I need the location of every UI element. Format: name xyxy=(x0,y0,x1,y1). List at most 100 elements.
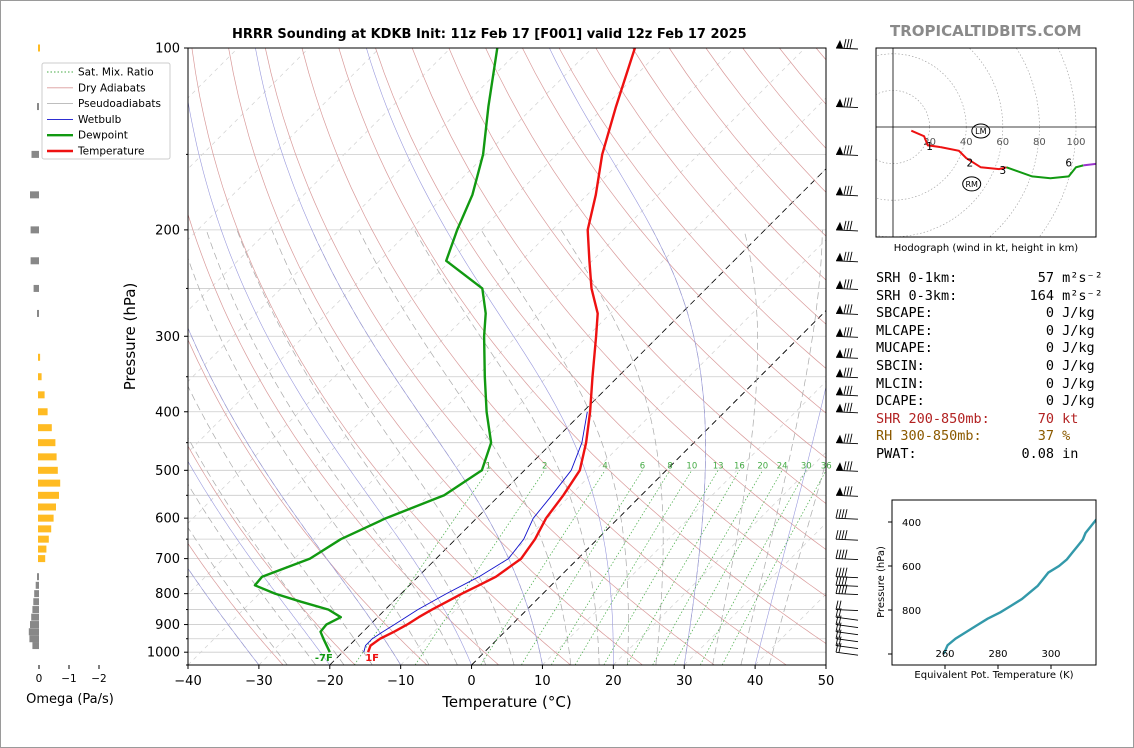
mixing-ratio-line xyxy=(521,470,643,665)
index-label: PWAT: xyxy=(876,445,917,462)
y-tick-label: 1000 xyxy=(147,646,180,661)
wind-barb xyxy=(835,327,859,338)
barb-staff xyxy=(835,558,859,561)
omega-bar xyxy=(38,44,40,52)
omega-bar xyxy=(38,466,58,474)
omega-bar xyxy=(38,391,45,399)
barb-staff xyxy=(835,411,859,414)
index-label: MLCAPE: xyxy=(876,322,933,339)
isotherm xyxy=(188,48,806,665)
barb-feather xyxy=(846,385,850,395)
wind-barb xyxy=(835,38,859,50)
barb-feather xyxy=(844,509,848,519)
barb-feather xyxy=(843,402,847,412)
dry-adiabat xyxy=(448,48,826,505)
index-row: SBCIN: 0 J/kg xyxy=(876,358,1106,376)
omega-bar xyxy=(28,628,39,636)
omega-bar xyxy=(38,555,46,563)
dry-adiabat xyxy=(485,48,826,459)
isotherm xyxy=(188,48,735,595)
index-unit: J/kg xyxy=(1054,305,1095,322)
barb-feather xyxy=(841,567,845,577)
barb-feather xyxy=(846,433,850,443)
wind-barb xyxy=(835,385,859,397)
mixing-ratio-label: 1 xyxy=(486,461,491,471)
barb-feather xyxy=(844,549,848,559)
omega-bar xyxy=(38,535,49,543)
mixing-ratio-label: 8 xyxy=(667,461,672,471)
wind-barb xyxy=(835,304,859,315)
mixing-ratio-label: 6 xyxy=(640,461,645,471)
x-tick-label: 20 xyxy=(605,674,622,689)
hodograph-height-label: 3 xyxy=(999,165,1006,177)
wind-barb xyxy=(835,584,859,596)
wind-barb xyxy=(835,279,859,290)
barb-feather xyxy=(843,348,847,358)
mixing-ratio-line xyxy=(652,470,764,665)
moist-adiabat-curve xyxy=(188,99,472,665)
barb-feather xyxy=(838,615,842,625)
barb-staff xyxy=(835,593,859,596)
barb-flag xyxy=(836,98,843,107)
barb-feather xyxy=(849,304,853,314)
legend-label: Wetbulb xyxy=(78,114,122,126)
omega-bar xyxy=(37,309,39,317)
omega-bar xyxy=(31,613,39,621)
barb-staff xyxy=(835,631,859,636)
omega-bar xyxy=(29,635,39,643)
barb-staff xyxy=(835,616,859,621)
mixing-ratio-label: 10 xyxy=(686,461,697,471)
barb-staff xyxy=(835,609,859,612)
omega-bar xyxy=(37,573,39,581)
wind-barb xyxy=(835,461,859,472)
storm-motion-lm-label: LM xyxy=(975,127,986,136)
barb-staff xyxy=(835,538,859,541)
barb-feather xyxy=(835,549,839,559)
omega-bar xyxy=(33,598,39,606)
pseudoadiabat xyxy=(271,229,515,665)
index-value: 70 kt xyxy=(1038,411,1106,429)
pseudoadiabat xyxy=(414,229,600,665)
hodograph-frame xyxy=(875,47,1097,238)
theta-y-tick-label: 400 xyxy=(902,518,921,529)
x-tick-label: −40 xyxy=(174,674,201,689)
omega-axis-label: Omega (Pa/s) xyxy=(26,692,114,707)
mixing-ratio-line xyxy=(603,470,719,665)
theta-e-line xyxy=(942,518,1096,655)
dry-adiabat xyxy=(301,48,787,665)
index-label: SHR 200-850mb: xyxy=(876,410,990,427)
barb-feather xyxy=(844,584,848,594)
wind-barb xyxy=(835,622,859,636)
barb-feather xyxy=(835,629,839,639)
index-value: 0.08 in xyxy=(1021,446,1106,464)
index-label: SBCIN: xyxy=(876,357,925,374)
pseudoadiabat xyxy=(311,229,543,665)
wind-barb xyxy=(835,97,859,109)
barb-feather xyxy=(849,348,853,358)
barb-staff xyxy=(835,442,859,445)
wind-barb xyxy=(835,185,859,197)
hodograph-segment xyxy=(1083,162,1096,167)
barb-flag xyxy=(836,368,843,377)
barb-feather xyxy=(835,509,839,519)
barb-flag xyxy=(836,434,843,443)
barb-feather xyxy=(849,327,853,337)
omega-bar xyxy=(38,424,52,432)
hodograph-ring-label: 40 xyxy=(960,137,973,148)
barb-feather xyxy=(846,461,850,471)
theta-y-tick-label: 600 xyxy=(902,562,921,573)
index-unit: J/kg xyxy=(1054,322,1095,339)
omega-bar xyxy=(34,590,39,598)
y-tick-label: 600 xyxy=(155,512,180,527)
x-tick-label: 10 xyxy=(534,674,551,689)
barb-feather xyxy=(843,461,847,471)
barb-flag xyxy=(836,280,843,289)
index-label: DCAPE: xyxy=(876,393,925,410)
index-row: MUCAPE: 0 J/kg xyxy=(876,340,1106,358)
isotherm xyxy=(0,48,25,665)
pseudoadiabat xyxy=(188,257,430,665)
barb-feather xyxy=(849,486,853,496)
series-line-wetbulb xyxy=(363,411,588,653)
index-unit: m²s⁻² xyxy=(1054,270,1103,286)
